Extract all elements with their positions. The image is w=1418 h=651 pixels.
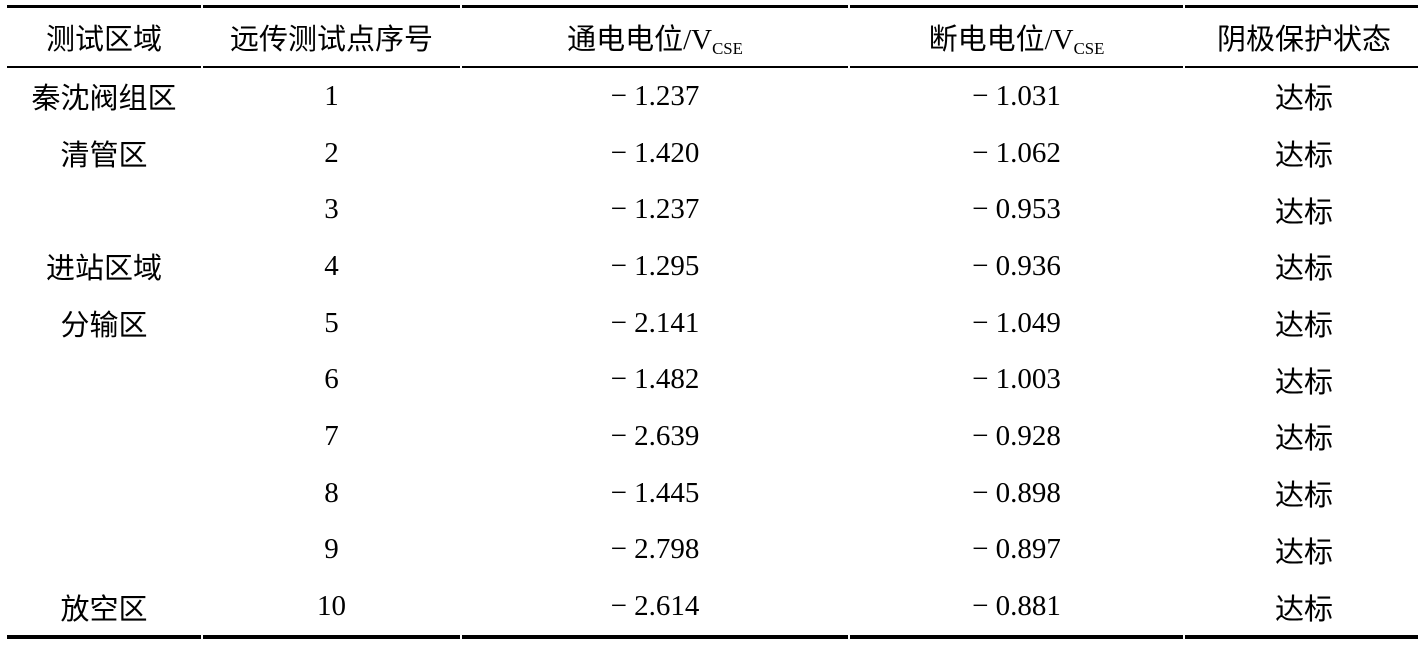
- column-header-area: 测试区域: [7, 5, 201, 68]
- cell-on-potential: − 1.420: [610, 136, 700, 169]
- table-row: 进站区域 4 − 1.295 − 0.936 达标: [7, 238, 1418, 295]
- cell-on-potential: − 1.237: [610, 193, 700, 226]
- cell-off-potential: − 1.062: [972, 136, 1061, 169]
- on-potential-subscript: CSE: [712, 38, 743, 58]
- cell-area: [7, 351, 201, 408]
- cell-on-potential: − 1.237: [610, 79, 700, 112]
- cell-point-no: 7: [324, 419, 339, 452]
- cell-off-potential: − 1.049: [972, 306, 1061, 339]
- cell-area: [7, 465, 201, 522]
- cell-status: 达标: [1274, 196, 1333, 229]
- cell-area: 秦沈阀组区: [31, 83, 177, 116]
- cell-point-no: 5: [324, 306, 339, 339]
- cell-point-no: 8: [324, 476, 339, 509]
- table-row: 秦沈阀组区 1 − 1.237 − 1.031 达标: [7, 68, 1418, 125]
- column-header-point-no: 远传测试点序号: [203, 5, 460, 68]
- cathodic-protection-test-table: 测试区域 远传测试点序号 通电电位/VCSE 断电电位/VCSE 阴极保护状态 …: [5, 5, 1418, 639]
- cell-status: 达标: [1274, 366, 1333, 399]
- cell-off-potential: − 1.031: [972, 79, 1061, 112]
- cell-point-no: 1: [324, 79, 339, 112]
- cell-status: 达标: [1185, 578, 1418, 639]
- cell-point-no: 6: [324, 363, 339, 396]
- cell-off-potential: − 0.881: [850, 578, 1183, 639]
- cell-off-potential: − 0.897: [972, 533, 1061, 566]
- cell-on-potential: − 2.639: [610, 419, 700, 452]
- cell-point-no: 4: [324, 249, 339, 282]
- cell-on-potential: − 2.141: [610, 306, 700, 339]
- cell-on-potential: − 2.614: [462, 578, 848, 639]
- cell-status: 达标: [1274, 423, 1333, 456]
- cell-area: [7, 181, 201, 238]
- cell-off-potential: − 0.898: [972, 476, 1061, 509]
- cell-on-potential: − 1.445: [610, 476, 700, 509]
- cell-area: 放空区: [7, 578, 201, 639]
- cell-point-no: 9: [324, 533, 339, 566]
- cell-point-no: 10: [203, 578, 460, 639]
- table-row: 分输区 5 − 2.141 − 1.049 达标: [7, 295, 1418, 352]
- cell-status: 达标: [1274, 140, 1333, 173]
- table-header-row: 测试区域 远传测试点序号 通电电位/VCSE 断电电位/VCSE 阴极保护状态: [7, 5, 1418, 68]
- cell-status: 达标: [1274, 83, 1333, 116]
- cell-area: [7, 408, 201, 465]
- cell-status: 达标: [1274, 253, 1333, 286]
- on-potential-label: 通电电位/V: [567, 24, 713, 56]
- cell-on-potential: − 2.798: [610, 533, 700, 566]
- table-row: 放空区 10 − 2.614 − 0.881 达标: [7, 578, 1418, 639]
- table-row: 9 − 2.798 − 0.897 达标: [7, 522, 1418, 579]
- cell-area: 清管区: [60, 140, 148, 173]
- cell-off-potential: − 0.928: [972, 419, 1061, 452]
- cell-on-potential: − 1.295: [610, 249, 700, 282]
- column-header-on-potential: 通电电位/VCSE: [462, 5, 848, 68]
- column-header-off-potential: 断电电位/VCSE: [850, 5, 1183, 68]
- cell-on-potential: − 1.482: [610, 363, 700, 396]
- table-row: 清管区 2 − 1.420 − 1.062 达标: [7, 125, 1418, 182]
- cell-status: 达标: [1274, 480, 1333, 513]
- cell-area: 进站区域: [45, 253, 162, 286]
- off-potential-subscript: CSE: [1073, 38, 1105, 58]
- table-row: 7 − 2.639 − 0.928 达标: [7, 408, 1418, 465]
- cell-point-no: 3: [324, 193, 339, 226]
- table-row: 6 − 1.482 − 1.003 达标: [7, 351, 1418, 408]
- table-row: 3 − 1.237 − 0.953 达标: [7, 181, 1418, 238]
- cell-point-no: 2: [324, 136, 339, 169]
- cell-status: 达标: [1274, 536, 1333, 569]
- off-potential-label: 断电电位/V: [928, 24, 1074, 56]
- cell-off-potential: − 1.003: [972, 363, 1061, 396]
- cell-off-potential: − 0.936: [972, 249, 1061, 282]
- cell-area: [7, 522, 201, 579]
- table-row: 8 − 1.445 − 0.898 达标: [7, 465, 1418, 522]
- cell-status: 达标: [1274, 310, 1333, 343]
- cell-off-potential: − 0.953: [972, 193, 1061, 226]
- cell-area: 分输区: [60, 310, 148, 343]
- column-header-status: 阴极保护状态: [1185, 5, 1418, 68]
